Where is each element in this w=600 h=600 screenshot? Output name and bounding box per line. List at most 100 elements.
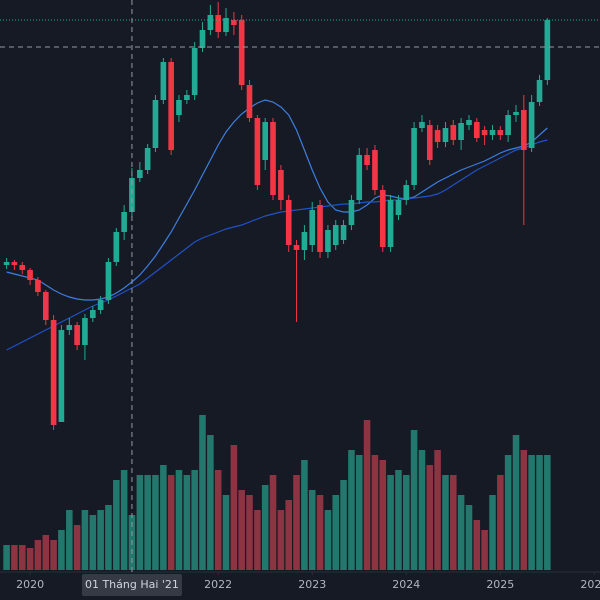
candle-body <box>434 130 441 142</box>
candle-body <box>82 318 88 345</box>
moving-average-line <box>6 139 548 351</box>
candle-body <box>11 262 18 265</box>
x-tick-label: 2025 <box>486 578 514 591</box>
candle-body <box>521 110 527 150</box>
volume-bar <box>105 505 112 570</box>
candle-body <box>184 95 190 100</box>
candle-body <box>262 122 269 160</box>
volume-bar <box>434 450 441 570</box>
x-tick-label: 2026 <box>580 578 600 591</box>
x-tick-label: 2022 <box>204 578 232 591</box>
volume-bar <box>3 545 10 570</box>
candle-body <box>285 200 292 245</box>
volume-bar <box>58 530 65 570</box>
volume-bar <box>544 455 551 570</box>
candle-body <box>497 130 504 135</box>
volume-bar <box>497 475 504 570</box>
candle-body <box>254 118 261 185</box>
volume-bar <box>481 530 488 570</box>
candle-body <box>35 280 41 292</box>
volume-bar <box>512 435 520 570</box>
volume-bar <box>387 475 394 570</box>
volume-bar <box>442 475 449 570</box>
volume-bar <box>199 415 206 570</box>
volume-bar <box>19 545 26 570</box>
moving-averages <box>6 99 548 351</box>
candle-body <box>223 18 229 32</box>
volume-bar <box>136 475 144 570</box>
volume-bar <box>520 450 528 570</box>
volume-bar <box>97 510 104 570</box>
volume-bar <box>26 548 34 570</box>
candle-body <box>238 20 245 85</box>
volume-bar <box>11 545 18 570</box>
volume-bar <box>152 475 159 570</box>
volume-bar <box>222 495 230 570</box>
volume-bar <box>371 455 379 570</box>
candle-body <box>168 62 174 150</box>
candle-body <box>301 232 308 250</box>
candle-body <box>66 325 73 330</box>
candle-body <box>458 123 464 140</box>
candle-body <box>270 122 276 195</box>
candle-body <box>97 300 104 310</box>
candle-body <box>356 155 363 200</box>
volume-bar <box>395 470 402 570</box>
volume-bar <box>348 450 355 570</box>
candle-body <box>309 210 316 245</box>
volume-bar <box>246 495 253 570</box>
candle-body <box>544 20 551 80</box>
candle-body <box>505 115 511 135</box>
candle-body <box>74 325 80 345</box>
volume-bar <box>528 455 535 570</box>
candle-body <box>3 262 10 265</box>
candle-body <box>536 80 543 102</box>
candle-body <box>403 185 410 200</box>
candle-body <box>191 48 198 95</box>
tick-highlight <box>81 574 182 596</box>
candle-body <box>199 30 206 48</box>
candle-body <box>278 170 284 200</box>
volume-bar <box>301 460 308 570</box>
volume-bar <box>89 515 97 570</box>
volume-bar <box>285 500 292 570</box>
candle-body <box>372 150 378 190</box>
candle-body <box>231 20 237 25</box>
volume-bar <box>238 490 245 570</box>
volume-bar <box>73 525 81 570</box>
candle-body <box>489 130 496 135</box>
candle-body <box>215 15 221 32</box>
volume-bar <box>465 505 473 570</box>
volume-bar <box>42 535 50 570</box>
volume-bar <box>269 475 277 570</box>
candle-body <box>473 122 480 138</box>
volume-bar <box>308 490 316 570</box>
volume-bar <box>355 455 363 570</box>
candle-body <box>442 128 449 142</box>
volume-bar <box>504 455 512 570</box>
candle-body <box>395 200 402 215</box>
volume-bar <box>144 475 151 570</box>
volume-bar <box>418 450 426 570</box>
volume-bar <box>66 510 73 570</box>
volume-bar <box>34 540 42 570</box>
candle-body <box>450 125 457 140</box>
volume-bar <box>410 430 418 570</box>
candle-body <box>466 120 472 125</box>
volume-bar <box>316 495 324 570</box>
volume-bar <box>261 485 269 570</box>
volume-bar <box>324 510 332 570</box>
candle-body <box>137 170 143 178</box>
candle-body <box>19 265 26 270</box>
candle-body <box>50 320 57 425</box>
volume-bar <box>426 465 434 570</box>
volume-bar <box>113 480 120 570</box>
candle-body <box>340 225 347 240</box>
candle-body <box>90 310 96 318</box>
candles <box>0 2 600 430</box>
volume-bar <box>363 420 371 570</box>
candle-body <box>129 178 135 212</box>
volume-bar <box>402 475 410 570</box>
